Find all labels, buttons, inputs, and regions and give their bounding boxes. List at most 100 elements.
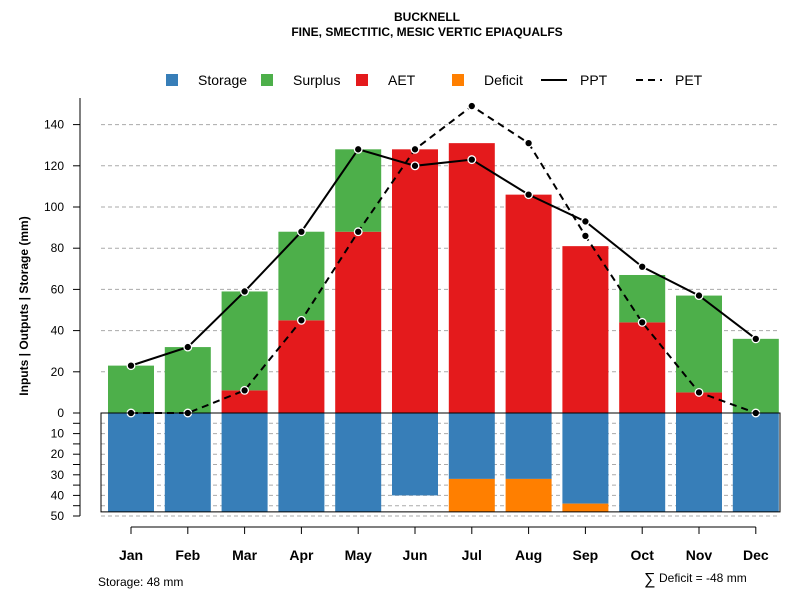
bar-surplus xyxy=(221,291,268,391)
point-pet xyxy=(353,227,363,237)
y-tick-label: 40 xyxy=(51,324,65,338)
bar-storage xyxy=(221,413,268,512)
bar-storage xyxy=(732,413,779,512)
point-pet xyxy=(524,138,534,148)
bar-storage xyxy=(448,413,495,479)
bar-deficit xyxy=(505,478,552,512)
footer-deficit: Deficit = -48 mm xyxy=(659,571,747,585)
legend-label-pet: PET xyxy=(675,72,703,88)
x-tick-label: May xyxy=(345,547,372,563)
x-tick-label: Jan xyxy=(119,547,143,563)
point-ppt xyxy=(694,291,704,301)
bar-storage xyxy=(619,413,666,512)
x-tick-label: Apr xyxy=(289,547,314,563)
bar-aet xyxy=(278,320,325,413)
legend-label-storage: Storage xyxy=(198,72,247,88)
bar-storage xyxy=(164,413,211,512)
bar-surplus xyxy=(676,295,722,393)
line-pet xyxy=(131,104,757,414)
point-ppt xyxy=(240,287,250,296)
x-tick-label: Nov xyxy=(686,547,713,563)
bar-aet xyxy=(562,246,609,413)
point-ppt xyxy=(637,262,647,272)
bar-deficit xyxy=(562,503,609,512)
y-tick-label: 120 xyxy=(44,159,64,173)
bar-aet xyxy=(221,390,268,413)
legend-label-ppt: PPT xyxy=(580,72,608,88)
y-tick-label: 20 xyxy=(51,365,65,379)
y-tick-label: 60 xyxy=(51,282,65,296)
x-tick-label: Dec xyxy=(743,547,769,563)
legend-swatch-surplus xyxy=(261,74,273,86)
y-axis-title: Inputs | Outputs | Storage (mm) xyxy=(17,216,31,395)
bar-storage xyxy=(562,413,609,504)
point-ppt xyxy=(580,216,590,226)
gridlines xyxy=(101,124,780,517)
x-tick-label: Aug xyxy=(515,547,542,563)
y-tick-label: 50 xyxy=(51,509,65,523)
point-pet xyxy=(637,317,647,327)
y-tick-label: 10 xyxy=(51,427,65,441)
point-ppt xyxy=(126,361,136,371)
series-lines xyxy=(126,101,761,418)
x-tick-label: Sep xyxy=(573,547,599,563)
bar-surplus xyxy=(278,231,325,321)
point-ppt xyxy=(410,161,420,171)
deficit-sum-icon: ∑ xyxy=(644,571,655,588)
legend-label-aet: AET xyxy=(388,72,416,88)
legend-label-deficit: Deficit xyxy=(484,72,523,88)
x-tick-label: Jun xyxy=(403,547,428,563)
y-tick-label: 20 xyxy=(51,447,65,461)
point-ppt xyxy=(467,155,477,165)
point-pet xyxy=(296,315,306,325)
bar-surplus xyxy=(164,347,211,413)
bar-deficit xyxy=(448,478,495,512)
point-pet xyxy=(467,101,477,111)
point-ppt xyxy=(751,334,761,344)
bar-aet xyxy=(619,322,666,413)
y-tick-label: 100 xyxy=(44,200,64,214)
footer-storage: Storage: 48 mm xyxy=(98,575,183,589)
x-tick-label: Feb xyxy=(175,547,200,563)
x-tick-label: Oct xyxy=(631,547,655,563)
bar-surplus xyxy=(108,365,154,413)
y-tick-label: 140 xyxy=(44,118,64,132)
y-tick-label: 80 xyxy=(51,241,65,255)
bar-aet xyxy=(392,149,438,413)
axes: 0 20 40 60 80 100 120 140 10 20 30 40 50 Jan Feb Mar Apr… xyxy=(44,98,781,563)
y-tick-label: 40 xyxy=(51,488,65,502)
legend-swatch-aet xyxy=(356,74,368,86)
point-ppt xyxy=(524,190,534,200)
bar-aet xyxy=(505,194,552,413)
bar-storage xyxy=(505,413,552,479)
bars xyxy=(108,143,779,512)
point-ppt xyxy=(183,342,193,352)
point-pet xyxy=(410,144,420,154)
bar-storage xyxy=(335,413,382,512)
bar-storage xyxy=(676,413,722,512)
legend-label-surplus: Surplus xyxy=(293,72,340,88)
legend-swatch-deficit xyxy=(452,74,464,86)
chart-title: BUCKNELL xyxy=(394,10,460,24)
legend-swatch-storage xyxy=(166,74,178,86)
bar-surplus xyxy=(335,149,382,232)
chart-subtitle: FINE, SMECTITIC, MESIC VERTIC EPIAQUALFS xyxy=(291,25,562,39)
bar-storage xyxy=(278,413,325,512)
line-ppt xyxy=(130,148,757,367)
legend: Storage Surplus AET Deficit PPT PET xyxy=(166,72,703,88)
bar-aet xyxy=(335,231,382,413)
point-ppt xyxy=(353,144,363,154)
point-pet xyxy=(240,385,250,395)
y-tick-label: 30 xyxy=(51,468,65,482)
point-ppt xyxy=(296,227,306,237)
point-pet xyxy=(580,231,590,241)
bar-storage xyxy=(392,413,438,496)
bar-storage xyxy=(108,413,154,512)
bar-surplus xyxy=(732,338,779,413)
x-tick-label: Jul xyxy=(462,547,482,563)
bar-aet xyxy=(448,143,495,413)
point-pet xyxy=(694,387,704,397)
y-tick-label: 0 xyxy=(57,406,64,420)
x-tick-label: Mar xyxy=(232,547,257,563)
